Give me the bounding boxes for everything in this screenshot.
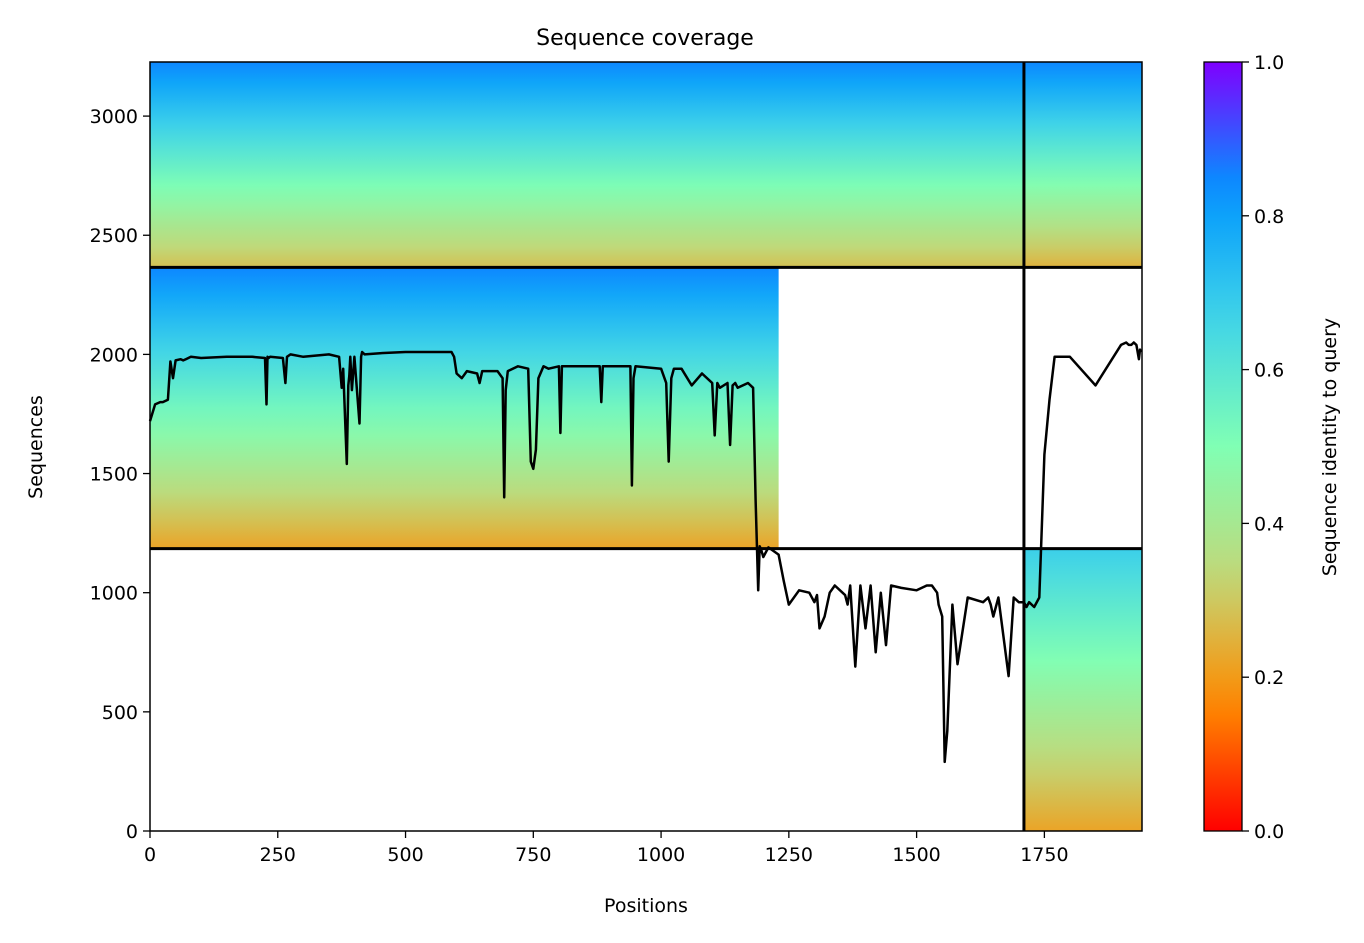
coverage-line-layer (148, 341, 1143, 764)
y-tick-label: 3000 (90, 106, 138, 128)
chart-title: Sequence coverage (536, 26, 754, 51)
x-tick-label: 500 (387, 844, 423, 866)
colorbar-tick-label: 1.0 (1254, 52, 1284, 74)
colorbar-label: Sequence identity to query (1319, 318, 1341, 576)
y-tick-label: 2000 (90, 344, 138, 366)
x-tick-label: 0 (144, 844, 156, 866)
heatmap-blocks (150, 62, 1142, 831)
colorbar-gradient (1203, 61, 1243, 832)
colorbar-tick-label: 0.8 (1254, 206, 1284, 228)
x-axis-label: Positions (604, 895, 688, 917)
colorbar-tick-label: 0.2 (1254, 667, 1284, 689)
segment-boundaries (150, 62, 1142, 831)
plot-frame (149, 61, 1143, 832)
x-tick-label: 750 (515, 844, 551, 866)
heatmap-block (150, 267, 779, 549)
colorbar-tick-label: 0.4 (1254, 513, 1284, 535)
x-tick-label: 250 (260, 844, 296, 866)
heatmap-block (1023, 548, 1142, 831)
y-tick-label: 1500 (90, 464, 138, 486)
y-tick-label: 500 (102, 702, 138, 724)
x-axis: 0 250 500 750 1000 1250 1500 1750 (144, 831, 1069, 866)
x-tick-label: 1250 (765, 844, 813, 866)
coverage-line (148, 341, 1143, 764)
y-tick-label: 2500 (90, 225, 138, 247)
x-tick-label: 1500 (892, 844, 940, 866)
y-axis: 0 500 1000 1500 2000 2500 3000 (90, 106, 150, 843)
x-tick-label: 1750 (1020, 844, 1068, 866)
y-axis-label: Sequences (25, 395, 47, 499)
y-tick-label: 0 (126, 821, 138, 843)
colorbar-tick-label: 0.0 (1254, 821, 1284, 843)
y-tick-label: 1000 (90, 583, 138, 605)
x-tick-label: 1000 (637, 844, 685, 866)
heatmap-block (150, 62, 1024, 268)
colorbar-tick-label: 0.6 (1254, 360, 1284, 382)
heatmap-block (1023, 62, 1142, 268)
colorbar: 0.0 0.2 0.4 0.6 0.8 1.0 (1203, 52, 1284, 843)
